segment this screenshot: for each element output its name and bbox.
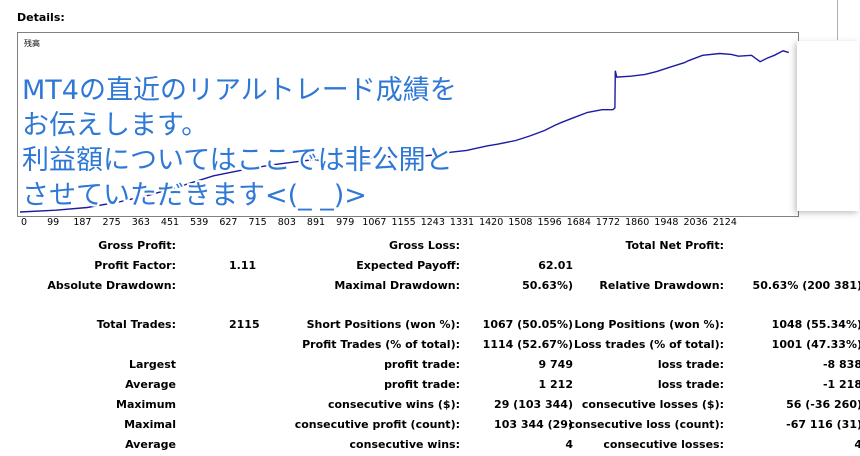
average-loss-value: -1 218 (822, 378, 860, 391)
average-profit-label: profit trade: (384, 378, 460, 391)
avg-cons-wins-label: consecutive wins: (349, 438, 460, 451)
chart-label: 残高 (24, 39, 40, 48)
average-profit-value: 1 212 (538, 378, 573, 391)
long-positions-value: 1048 (55.34%) (771, 318, 860, 331)
x-tick-label: 2124 (712, 217, 737, 228)
maximal-drawdown-value: 50.63%) (522, 279, 573, 292)
x-tick-label: 0 (20, 217, 28, 228)
stats-row: Total Trades: 2115 Short Positions (won … (0, 318, 860, 336)
max-cons-wins-label: consecutive wins ($): (327, 398, 460, 411)
x-tick-label: 891 (306, 217, 326, 228)
x-tick-label: 1860 (625, 217, 650, 228)
maximal-drawdown-label: Maximal Drawdown: (334, 279, 460, 292)
relative-drawdown-value: 50.63% (200 381) (752, 279, 860, 292)
total-trades-value: 2115 (229, 318, 260, 331)
avg-cons-losses-label: consecutive losses: (603, 438, 724, 451)
balance-line (19, 50, 790, 213)
stats-row: Average consecutive wins: 4 consecutive … (0, 438, 860, 456)
x-tick-label: 275 (102, 217, 121, 228)
profit-factor-value: 1.11 (229, 259, 257, 272)
largest-label: Largest (129, 358, 176, 371)
side-panel (797, 41, 859, 211)
largest-profit-label: profit trade: (384, 358, 460, 371)
x-tick-label: 363 (131, 217, 150, 228)
overlay-line: MT4の直近のリアルトレード成績を (22, 75, 457, 106)
maximal-cons-profit-value: 103 344 (29) (494, 418, 573, 431)
stats-row: Profit Factor: 1.11 Expected Payoff: 62.… (0, 259, 860, 277)
x-tick-label: 1155 (391, 217, 416, 228)
x-tick-label: 99 (47, 217, 60, 228)
maximal-cons-loss-label: consecutive loss (count): (568, 418, 724, 431)
gross-loss-label: Gross Loss: (389, 239, 460, 252)
expected-payoff-value: 62.01 (538, 259, 573, 272)
long-positions-label: Long Positions (won %): (574, 318, 724, 331)
largest-loss-value: -8 838 (822, 358, 860, 371)
stats-row: Profit Trades (% of total): 1114 (52.67%… (0, 338, 860, 356)
relative-drawdown-label: Relative Drawdown: (599, 279, 724, 292)
stats-row: Largest profit trade: 9 749 loss trade: … (0, 358, 860, 376)
x-axis: 0 99 187 275 363 451 539 627 715 803 891 979 1067 115… (17, 217, 807, 231)
overlay-line: 利益額についてはここでは非公開と (22, 145, 453, 176)
balance-chart: 残高 (17, 32, 799, 217)
total-net-profit-label: Total Net Profit: (625, 239, 725, 252)
profit-trades-value: 1114 (52.67%) (482, 338, 573, 351)
x-tick-label: 1684 (566, 217, 591, 228)
largest-profit-value: 9 749 (538, 358, 573, 371)
average-loss-label: loss trade: (657, 378, 724, 391)
x-tick-label: 803 (277, 217, 296, 228)
overlay-line: させていただきます<(_ _)> (22, 180, 367, 211)
stats-row: Absolute Drawdown: Maximal Drawdown: 50.… (0, 279, 860, 297)
x-tick-label: 2036 (683, 217, 708, 228)
x-tick-label: 1772 (595, 217, 621, 228)
x-tick-label: 715 (248, 217, 267, 228)
loss-trades-value: 1001 (47.33%) (771, 338, 860, 351)
absolute-drawdown-label: Absolute Drawdown: (47, 279, 176, 292)
x-tick-label: 1420 (479, 217, 504, 228)
details-title: Details: (17, 11, 65, 24)
maximum-label: Maximum (116, 398, 176, 411)
avg-cons-wins-value: 4 (565, 438, 573, 451)
chart-plot (19, 50, 790, 213)
x-tick-label: 979 (336, 217, 355, 228)
x-tick-label: 1508 (508, 217, 533, 228)
max-cons-wins-value: 29 (103 344) (494, 398, 573, 411)
loss-trades-label: Loss trades (% of total): (573, 338, 724, 351)
maximal-label: Maximal (124, 418, 176, 431)
x-tick-label: 1596 (537, 217, 562, 228)
short-positions-label: Short Positions (won %): (306, 318, 460, 331)
x-tick-label: 627 (219, 217, 238, 228)
x-tick-label: 1948 (654, 217, 679, 228)
stats-row: Gross Profit: Gross Loss: Total Net Prof… (0, 239, 860, 257)
x-tick-label: 1331 (449, 217, 475, 228)
gross-profit-label: Gross Profit: (98, 239, 176, 252)
profit-factor-label: Profit Factor: (94, 259, 176, 272)
average2-label: Average (125, 438, 176, 451)
maximal-cons-profit-label: consecutive profit (count): (294, 418, 460, 431)
x-tick-label: 1243 (420, 217, 445, 228)
expected-payoff-label: Expected Payoff: (356, 259, 460, 272)
average-label: Average (125, 378, 176, 391)
x-tick-label: 187 (73, 217, 92, 228)
x-tick-label: 1067 (362, 217, 387, 228)
divider-line (837, 0, 838, 40)
max-cons-losses-label: consecutive losses ($): (581, 398, 724, 411)
overlay-line: お伝えします。 (22, 110, 209, 141)
avg-cons-losses-value: 4 (854, 438, 860, 451)
stats-row: Maximal consecutive profit (count): 103 … (0, 418, 860, 436)
max-cons-losses-value: 56 (-36 260) (786, 398, 860, 411)
x-tick-label: 539 (190, 217, 209, 228)
overlay-caption: MT4の直近のリアルトレード成績を お伝えします。 利益額についてはここでは非公… (22, 73, 457, 213)
x-tick-label: 451 (160, 217, 180, 228)
maximal-cons-loss-value: -67 116 (31) (786, 418, 860, 431)
largest-loss-label: loss trade: (657, 358, 724, 371)
stats-row: Maximum consecutive wins ($): 29 (103 34… (0, 398, 860, 416)
profit-trades-label: Profit Trades (% of total): (302, 338, 460, 351)
stats-row: Average profit trade: 1 212 loss trade: … (0, 378, 860, 396)
short-positions-value: 1067 (50.05%) (482, 318, 573, 331)
total-trades-label: Total Trades: (96, 318, 176, 331)
